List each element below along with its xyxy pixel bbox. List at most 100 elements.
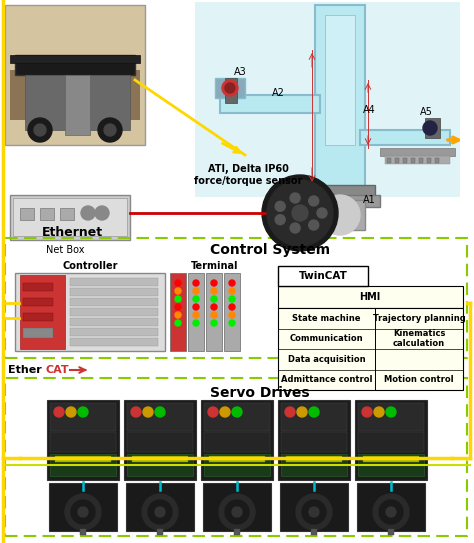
Bar bbox=[50, 432, 116, 452]
Bar bbox=[215, 78, 245, 98]
Text: Controller: Controller bbox=[62, 261, 118, 271]
Bar bbox=[278, 266, 368, 286]
Bar bbox=[325, 15, 355, 145]
Circle shape bbox=[379, 500, 403, 524]
Circle shape bbox=[290, 223, 300, 233]
Bar bbox=[435, 158, 439, 163]
Circle shape bbox=[423, 121, 437, 135]
Circle shape bbox=[309, 407, 319, 417]
Text: Servo Drives: Servo Drives bbox=[210, 386, 310, 400]
Circle shape bbox=[148, 500, 172, 524]
Bar bbox=[188, 273, 204, 351]
Circle shape bbox=[81, 206, 95, 220]
Bar bbox=[206, 273, 222, 351]
Bar bbox=[203, 483, 271, 531]
Bar bbox=[126, 483, 194, 531]
Text: Terminal: Terminal bbox=[191, 261, 239, 271]
Bar bbox=[5, 378, 467, 536]
Bar bbox=[360, 130, 450, 145]
Bar bbox=[427, 158, 431, 163]
Bar bbox=[70, 298, 158, 306]
Bar bbox=[157, 529, 163, 535]
Bar bbox=[23, 313, 53, 321]
Bar bbox=[220, 95, 320, 113]
Bar bbox=[224, 273, 240, 351]
Circle shape bbox=[211, 312, 217, 318]
Bar bbox=[281, 454, 347, 476]
Bar bbox=[5, 5, 145, 145]
Circle shape bbox=[275, 201, 285, 211]
Circle shape bbox=[267, 180, 333, 246]
Bar bbox=[315, 5, 365, 190]
Circle shape bbox=[104, 124, 116, 136]
Bar bbox=[80, 529, 86, 535]
Bar bbox=[5, 238, 467, 358]
Circle shape bbox=[98, 118, 122, 142]
Circle shape bbox=[320, 195, 360, 235]
Bar bbox=[195, 2, 460, 197]
Text: CAT: CAT bbox=[46, 365, 70, 375]
Circle shape bbox=[296, 494, 332, 530]
Bar bbox=[50, 454, 116, 476]
Circle shape bbox=[373, 494, 409, 530]
Circle shape bbox=[309, 196, 319, 206]
Text: A1: A1 bbox=[363, 195, 376, 205]
Circle shape bbox=[78, 507, 88, 517]
Bar bbox=[300, 195, 380, 207]
Bar bbox=[127, 432, 193, 452]
Bar bbox=[204, 403, 270, 431]
Bar bbox=[305, 185, 375, 200]
Bar bbox=[395, 158, 399, 163]
Circle shape bbox=[220, 407, 230, 417]
Circle shape bbox=[28, 118, 52, 142]
Bar bbox=[132, 456, 188, 462]
Bar bbox=[55, 456, 111, 462]
Bar bbox=[358, 432, 424, 452]
Circle shape bbox=[175, 296, 181, 302]
Text: Ether: Ether bbox=[8, 365, 42, 375]
Circle shape bbox=[155, 507, 165, 517]
Text: Control System: Control System bbox=[210, 243, 330, 257]
Bar bbox=[70, 278, 158, 286]
Circle shape bbox=[95, 206, 109, 220]
Bar bbox=[15, 55, 135, 75]
Circle shape bbox=[143, 407, 153, 417]
Text: State machine: State machine bbox=[292, 314, 361, 323]
Circle shape bbox=[78, 407, 88, 417]
Circle shape bbox=[193, 296, 199, 302]
Circle shape bbox=[54, 407, 64, 417]
Bar bbox=[278, 308, 463, 390]
Circle shape bbox=[65, 494, 101, 530]
Bar bbox=[278, 400, 350, 480]
Bar bbox=[25, 75, 65, 130]
Bar bbox=[281, 403, 347, 431]
Bar bbox=[385, 156, 450, 164]
Circle shape bbox=[262, 175, 338, 251]
Bar bbox=[40, 208, 54, 220]
Bar bbox=[10, 55, 140, 63]
Bar bbox=[419, 158, 423, 163]
Circle shape bbox=[193, 280, 199, 286]
Circle shape bbox=[232, 507, 242, 517]
Circle shape bbox=[292, 205, 308, 221]
Bar bbox=[23, 283, 53, 291]
Circle shape bbox=[34, 124, 46, 136]
Bar bbox=[124, 400, 196, 480]
Circle shape bbox=[309, 220, 319, 230]
Bar bbox=[70, 338, 158, 346]
Text: A4: A4 bbox=[363, 105, 376, 115]
Circle shape bbox=[229, 296, 235, 302]
Circle shape bbox=[225, 500, 249, 524]
Circle shape bbox=[225, 83, 235, 93]
Text: Ethernet: Ethernet bbox=[42, 225, 103, 238]
Bar bbox=[47, 400, 119, 480]
Circle shape bbox=[317, 208, 327, 218]
Bar bbox=[363, 456, 419, 462]
Bar bbox=[234, 529, 240, 535]
Circle shape bbox=[175, 288, 181, 294]
Circle shape bbox=[175, 320, 181, 326]
Bar bbox=[286, 456, 342, 462]
Circle shape bbox=[285, 407, 295, 417]
Circle shape bbox=[386, 507, 396, 517]
Bar bbox=[65, 75, 90, 135]
